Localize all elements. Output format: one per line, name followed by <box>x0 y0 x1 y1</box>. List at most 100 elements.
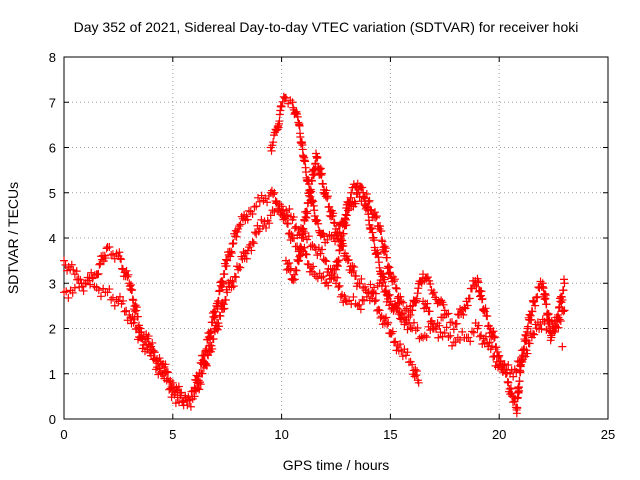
data-point-track-d <box>306 192 315 201</box>
data-point-track-e <box>465 294 474 303</box>
data-point-track-b <box>396 292 405 301</box>
data-point-track-a <box>448 341 457 350</box>
data-point-track-c <box>323 235 332 244</box>
data-point-track-b <box>227 247 236 256</box>
data-point-track-e <box>503 377 512 386</box>
data-point-track-b <box>93 270 102 279</box>
data-point-track-c <box>394 309 403 318</box>
data-point-track-a <box>529 329 538 338</box>
data-point-track-b <box>72 267 81 276</box>
data-point-track-b <box>200 357 209 366</box>
data-point-track-a <box>321 256 330 265</box>
data-point-track-b <box>202 345 211 354</box>
data-point-track-b <box>214 296 223 305</box>
data-point-track-b <box>365 196 374 205</box>
data-point-track-a <box>129 318 138 327</box>
data-point-track-e <box>551 322 560 331</box>
data-point-track-e <box>490 333 499 342</box>
data-point-track-d <box>412 371 421 380</box>
data-point-track-d <box>350 263 359 272</box>
data-point-track-a <box>120 307 129 316</box>
data-point-track-a <box>559 307 568 316</box>
data-point-track-a <box>229 282 238 291</box>
data-point-track-a <box>94 286 103 295</box>
data-point-track-b <box>128 285 137 294</box>
data-point-track-d <box>299 227 308 236</box>
data-point-track-b <box>332 265 340 274</box>
data-point-track-a <box>509 372 518 381</box>
data-point-track-d <box>359 284 368 293</box>
data-point-track-d <box>371 296 380 305</box>
data-point-track-c <box>404 312 413 321</box>
data-point-track-b <box>196 368 204 377</box>
data-point-track-b <box>279 215 288 224</box>
data-point-track-c <box>314 219 323 228</box>
data-point-track-d <box>370 297 379 306</box>
data-point-track-b <box>155 354 164 363</box>
y-tick-label: 3 <box>49 276 56 291</box>
data-point-track-b <box>390 277 399 286</box>
data-point-track-a <box>306 242 315 251</box>
data-point-track-a <box>434 333 443 342</box>
data-point-track-a <box>422 333 431 342</box>
data-point-track-b <box>236 220 245 229</box>
data-point-track-b <box>219 280 228 289</box>
data-point-track-a <box>223 288 232 297</box>
data-point-track-b <box>324 281 333 290</box>
data-point-track-c <box>277 102 286 111</box>
data-point-track-d <box>351 271 360 280</box>
data-point-track-d <box>307 187 316 196</box>
y-tick-label: 0 <box>49 412 56 427</box>
data-point-track-a <box>236 263 245 272</box>
data-point-track-b <box>122 266 131 275</box>
data-point-track-a <box>266 211 275 220</box>
data-point-track-d <box>290 270 299 279</box>
data-point-track-b <box>132 303 141 312</box>
data-point-track-a <box>334 282 343 291</box>
data-point-track-a <box>79 286 88 295</box>
data-point-track-d <box>294 257 303 266</box>
data-point-track-b <box>129 296 138 305</box>
data-point-track-b <box>207 328 216 337</box>
data-point-track-b <box>255 197 264 206</box>
y-tick-label: 6 <box>49 141 56 156</box>
data-point-track-c <box>411 298 420 307</box>
data-marks <box>60 92 569 418</box>
data-point-track-d <box>349 267 358 276</box>
data-point-track-a <box>251 228 260 237</box>
data-point-track-b <box>185 395 194 404</box>
data-point-track-e <box>494 352 503 361</box>
data-point-track-c <box>360 193 369 202</box>
data-point-track-a <box>190 392 199 401</box>
data-point-track-a <box>464 333 473 342</box>
data-point-track-a <box>68 288 77 297</box>
data-point-track-c <box>386 297 395 306</box>
data-point-track-b <box>335 246 344 255</box>
data-point-track-d <box>289 276 298 285</box>
data-point-track-a <box>186 402 195 411</box>
data-point-track-c <box>381 282 390 291</box>
data-point-track-b <box>283 219 292 228</box>
data-point-track-d <box>303 209 312 218</box>
data-point-track-e <box>515 377 524 386</box>
data-point-track-b <box>282 211 291 220</box>
data-point-track-b <box>116 254 125 263</box>
data-point-track-b <box>286 236 295 245</box>
data-point-track-e <box>440 310 449 319</box>
data-point-track-d <box>330 219 339 228</box>
data-point-track-c <box>379 269 388 278</box>
data-point-track-a <box>322 257 331 266</box>
data-point-track-b <box>301 249 310 258</box>
data-point-track-e <box>483 312 492 321</box>
data-point-track-b <box>397 297 406 306</box>
data-point-track-d <box>304 198 313 207</box>
data-point-track-e <box>474 278 483 287</box>
data-point-track-b <box>76 275 85 284</box>
data-point-track-e <box>527 315 536 324</box>
data-point-track-d <box>332 224 340 233</box>
data-point-track-d <box>329 218 338 227</box>
data-point-track-a <box>340 292 349 301</box>
data-point-track-a <box>221 296 230 305</box>
data-point-track-b <box>235 221 244 230</box>
data-point-track-c <box>431 293 440 302</box>
